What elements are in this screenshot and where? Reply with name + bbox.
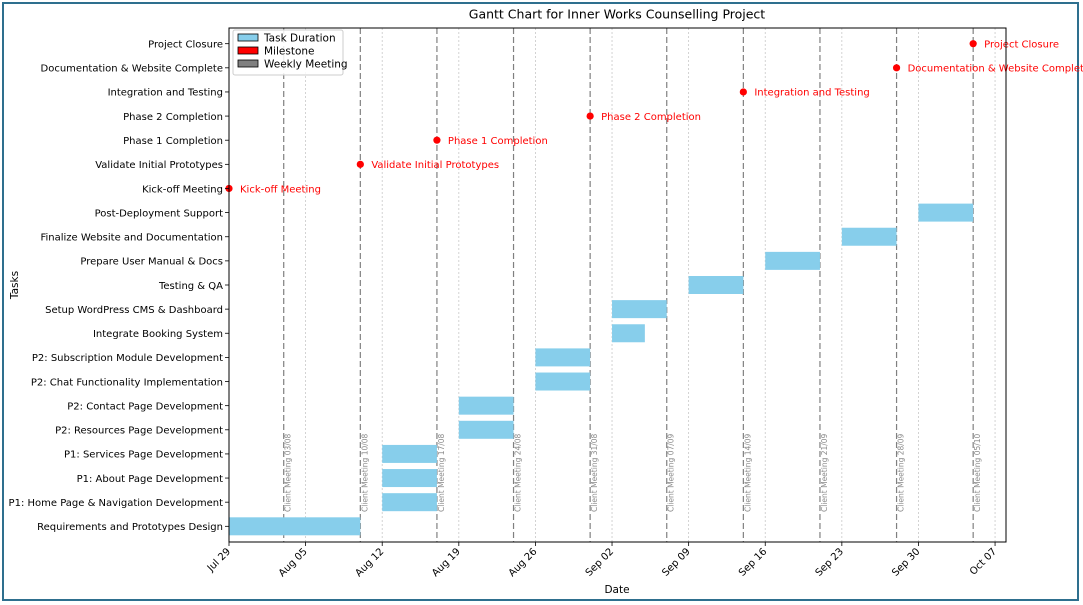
meeting-label: Client Meeting 07/09	[667, 433, 676, 512]
y-axis: Requirements and Prototypes Design P1: Ho…	[9, 39, 229, 533]
task-bar	[841, 227, 897, 246]
chart-title: Gantt Chart for Inner Works Counselling …	[469, 7, 766, 22]
milestone-label: Kick-off Meeting	[240, 184, 321, 195]
milestone-marker	[586, 112, 594, 120]
y-tick-label: Documentation & Website Complete	[41, 64, 223, 75]
y-tick-label: Project Closure	[148, 39, 223, 50]
y-tick-label: Finalize Website and Documentation	[40, 233, 223, 244]
task-bar	[382, 493, 437, 512]
weekly-meeting-lines: Client Meeting 03/08 Client Meeting 10/08…	[283, 28, 982, 542]
y-tick-label: P1: About Page Development	[77, 474, 223, 485]
task-bar	[229, 517, 361, 536]
x-tick-label: Sep 09	[660, 546, 692, 578]
y-tick-label: Setup WordPress CMS & Dashboard	[45, 305, 223, 316]
meeting-label: Client Meeting 17/08	[437, 433, 446, 512]
legend-box	[232, 29, 344, 76]
y-tick-label: P1: Home Page & Navigation Development	[9, 498, 224, 509]
task-bar	[535, 348, 591, 367]
x-tick-label: Aug 12	[353, 546, 386, 579]
y-tick-label: Requirements and Prototypes Design	[37, 522, 223, 533]
y-tick-label: Validate Initial Prototypes	[95, 160, 223, 171]
x-tick-label: Aug 05	[277, 546, 310, 579]
meeting-label: Client Meeting 31/08	[590, 433, 599, 512]
y-tick-label: Prepare User Manual & Docs	[80, 257, 223, 268]
y-axis-label: Tasks	[9, 271, 21, 300]
x-tick-label: Aug 19	[430, 546, 463, 579]
task-bars	[229, 203, 974, 536]
legend-label-milestone: Milestone	[264, 46, 314, 58]
legend-swatch-task	[237, 33, 259, 42]
y-tick-label: Post-Deployment Support	[95, 208, 223, 219]
legend-label-task: Task Duration	[263, 33, 336, 45]
milestone-marker	[356, 160, 364, 168]
task-bar	[535, 372, 591, 391]
legend-swatch-milestone	[237, 46, 259, 55]
milestone-marker	[433, 136, 441, 144]
milestone-label: Phase 2 Completion	[601, 112, 701, 123]
milestone-label: Project Closure	[984, 39, 1059, 50]
task-bar	[612, 300, 667, 319]
x-axis: Jul 29 Aug 05 Aug 12 Aug 19 Aug 26 Sep 02 Sep …	[205, 542, 999, 579]
x-tick-label: Aug 26	[507, 546, 540, 579]
legend: Task Duration Milestone Weekly Meeting	[232, 29, 348, 76]
milestone-label: Validate Initial Prototypes	[371, 160, 499, 171]
y-tick-label: Testing & QA	[158, 281, 223, 292]
milestone-label: Integration and Testing	[754, 88, 869, 99]
y-tick-label: P2: Subscription Module Development	[32, 353, 223, 364]
y-tick-label: Integration and Testing	[108, 88, 223, 99]
milestone-marker	[969, 40, 977, 48]
legend-label-meeting: Weekly Meeting	[264, 59, 348, 71]
task-bar	[918, 203, 974, 222]
x-tick-label: Oct 07	[968, 546, 999, 577]
task-bar	[382, 444, 437, 463]
milestone-label: Documentation & Website Complete	[908, 64, 1083, 75]
milestone-marker	[892, 64, 901, 72]
y-tick-label: Integrate Booking System	[93, 329, 223, 340]
y-tick-label: Phase 1 Completion	[123, 136, 223, 147]
milestone-marker	[739, 88, 747, 96]
meeting-label: Client Meeting 21/09	[820, 433, 829, 512]
legend-swatch-meeting	[237, 59, 259, 68]
task-bar	[688, 276, 744, 294]
task-bar	[382, 469, 437, 488]
y-tick-label: P1: Services Page Development	[64, 450, 223, 461]
y-tick-label: P2: Resources Page Development	[55, 426, 223, 437]
meeting-label: Client Meeting 24/08	[514, 433, 523, 512]
x-tick-label: Sep 02	[584, 546, 616, 578]
x-tick-label: Sep 16	[737, 546, 769, 578]
meeting-label: Client Meeting 28/09	[897, 433, 906, 512]
date-guide-lines	[228, 28, 996, 542]
task-bar	[612, 324, 645, 343]
meeting-label: Client Meeting 05/10	[973, 433, 982, 512]
task-bar	[765, 251, 820, 270]
milestones: Kick-off Meeting Validate Initial Prototy…	[225, 39, 1083, 195]
task-bar	[458, 396, 514, 415]
meeting-label: Client Meeting 14/09	[743, 433, 752, 512]
x-tick-label: Sep 23	[814, 546, 846, 578]
milestone-label: Phase 1 Completion	[448, 136, 548, 147]
meeting-label: Client Meeting 03/08	[284, 433, 293, 512]
meeting-label: Client Meeting 10/08	[360, 433, 369, 512]
y-tick-label: Kick-off Meeting	[142, 184, 223, 195]
x-tick-label: Jul 29	[205, 546, 233, 574]
plot-area	[228, 27, 1007, 543]
y-tick-label: P2: Chat Functionality Implementation	[31, 377, 223, 388]
x-tick-label: Sep 30	[890, 546, 922, 578]
x-axis-label: Date	[604, 584, 629, 596]
y-tick-label: Phase 2 Completion	[123, 112, 223, 123]
y-tick-label: P2: Contact Page Development	[67, 401, 223, 412]
task-bar	[458, 420, 514, 439]
